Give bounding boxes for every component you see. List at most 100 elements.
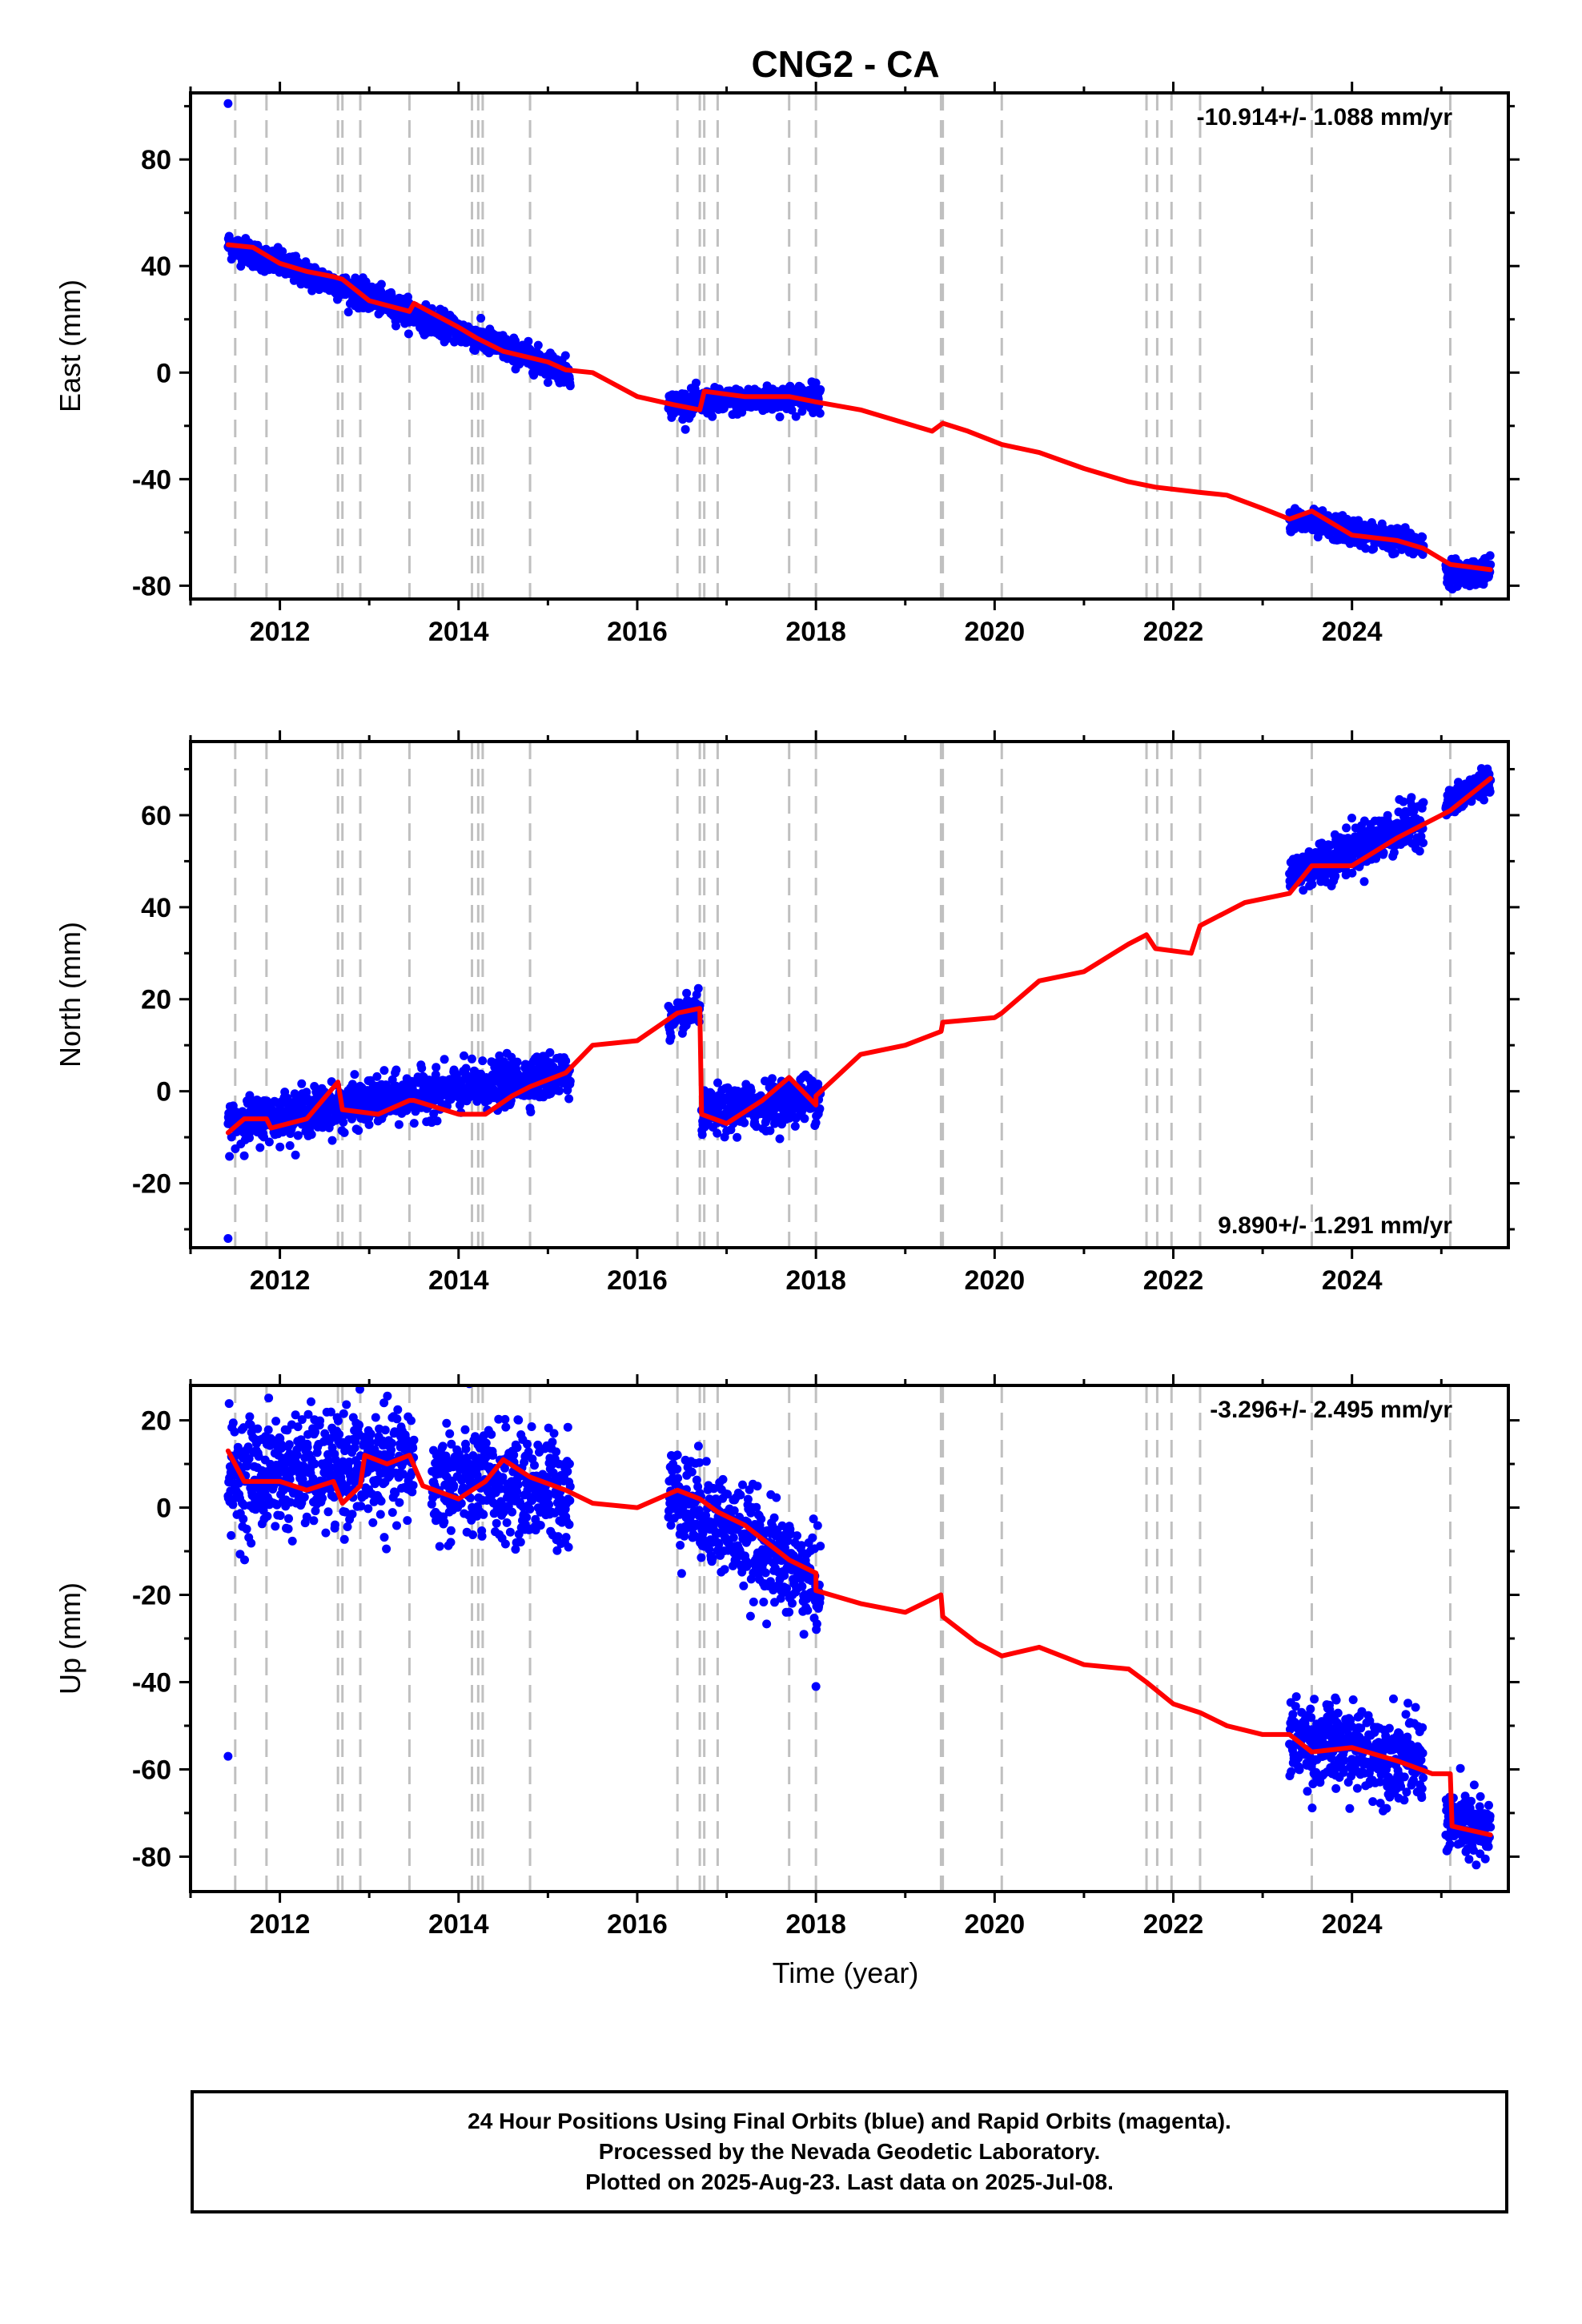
data-point [545,1047,555,1057]
data-point [392,1521,401,1530]
data-point [242,1524,251,1534]
data-point [1347,814,1356,822]
east-panel: 2012 2014 2016 2018 2020 2022 2024-80-4004080E… [54,82,1520,647]
data-point [339,1128,349,1137]
data-point [543,378,552,388]
data-point [501,1422,511,1432]
data-point [277,1444,286,1453]
data-point [264,1137,274,1147]
data-point [284,1514,293,1523]
data-point [227,1530,236,1540]
data-point [339,1534,349,1544]
data-point [507,1052,516,1062]
data-point [323,1507,333,1517]
data-point [376,1497,386,1506]
data-point [275,1511,285,1520]
data-point [438,1441,448,1451]
data-point [536,1521,545,1530]
model-fit-line [225,242,1493,573]
y-tick-label: 80 [141,145,171,175]
data-point [533,340,543,350]
data-point [494,1414,504,1424]
data-point [343,1522,352,1531]
data-point [713,1128,722,1138]
data-point [244,1454,254,1463]
data-point [297,1415,307,1425]
data-point [1418,549,1427,559]
data-point [509,1450,519,1460]
data-point [307,1397,315,1406]
data-point [243,1442,253,1452]
x-tick-label: 2022 [1143,1265,1204,1296]
data-point [1389,848,1399,857]
x-tick-label: 2020 [965,617,1026,647]
data-point [523,1439,532,1449]
data-point [512,1443,522,1453]
data-point [514,1415,524,1425]
data-point [387,1438,396,1448]
data-point [505,1527,515,1537]
data-point [461,1063,471,1073]
data-point [1347,868,1357,878]
plot-frame [189,740,1510,1249]
data-point [666,1032,676,1042]
data-point [502,1518,512,1527]
data-point [429,1109,439,1119]
data-point [343,308,353,317]
data-point [278,247,287,256]
data-point [512,1057,522,1067]
rate-label: -10.914+/- 1.088 mm/yr [1197,104,1453,131]
data-point [565,381,575,391]
data-point [361,277,371,287]
chart-title: CNG2 - CA [751,43,939,85]
data-point [443,334,452,344]
data-point [318,1494,327,1503]
model-fit-line [225,776,1493,1136]
data-point [1480,795,1488,805]
data-point [228,1418,238,1428]
data-point [391,1065,401,1075]
data-point [239,1151,249,1160]
data-point [291,1410,300,1420]
data-point [331,1520,339,1530]
data-point [333,1416,343,1425]
data-point [364,1120,374,1129]
y-tick-label: 0 [156,358,171,388]
data-point [299,1493,309,1502]
data-point [271,1522,280,1531]
data-point [565,1076,575,1086]
y-tick-label: 0 [156,1077,171,1108]
data-point [408,1487,417,1497]
data-point [371,1413,380,1422]
data-point [245,1412,255,1421]
data-point [247,1538,256,1548]
data-point [458,1474,468,1483]
data-point [443,1456,452,1466]
data-point [339,1117,348,1127]
data-point [1485,551,1495,561]
data-point [355,1385,364,1394]
data-point [768,1074,777,1084]
y-tick-label: 60 [141,801,171,831]
data-point [1407,793,1416,802]
data-point [1418,533,1427,542]
data-point [733,1132,742,1142]
data-point [1485,787,1495,797]
data-point [500,1463,509,1473]
data-point [460,1425,470,1434]
data-point [311,1506,320,1516]
data-point [1390,549,1399,558]
data-point [1419,838,1428,847]
data-point [387,1508,397,1518]
data-point [399,1470,408,1479]
data-point [525,1505,535,1514]
data-point [342,1400,351,1409]
data-point [465,1472,475,1482]
data-point [445,1429,455,1438]
data-point [442,1418,452,1428]
data-point [488,1450,497,1460]
data-point [693,983,703,993]
plot-area [223,93,1496,599]
data-point [394,1120,404,1129]
data-point [468,1530,477,1539]
